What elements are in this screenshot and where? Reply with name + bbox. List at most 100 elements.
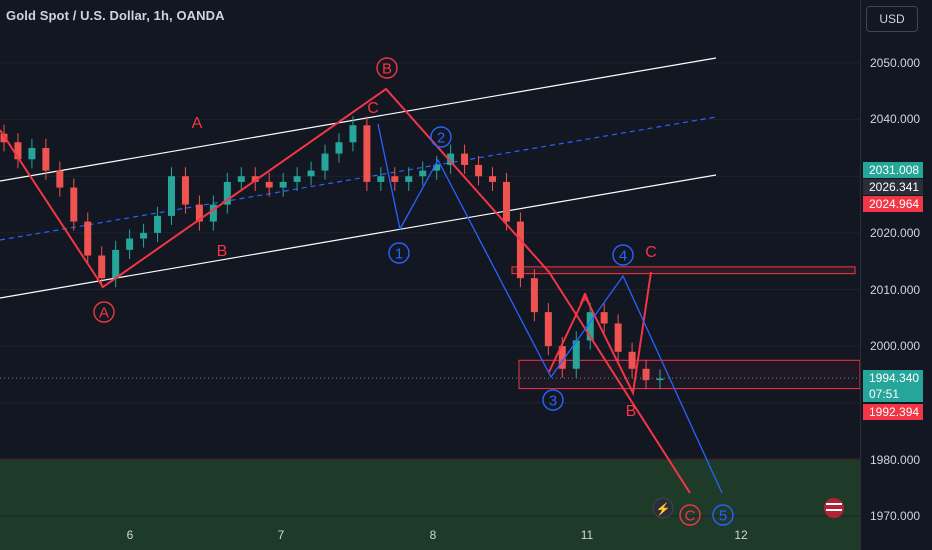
candle-body [586,312,594,341]
wave-a-label-circle [93,301,115,323]
price-axis-label: 2020.000 [870,226,920,240]
candle-body [42,147,50,171]
candle-body [433,164,441,171]
wave-3-label: 3 [549,393,557,410]
candle-body [126,238,134,250]
currency-button[interactable]: USD [866,6,918,32]
target-zone [0,459,860,550]
lightning-icon [652,497,674,519]
candle-body [154,215,162,233]
candle-body [544,312,552,347]
candle-body [223,181,231,205]
time-axis-label: 8 [430,528,437,542]
candle-body [614,323,622,352]
time-axis-label: 6 [127,528,134,542]
candle-body [167,176,175,216]
candle-body [321,153,329,171]
candle-body [98,255,106,279]
ask-price-badge: 2031.008 [863,162,923,178]
candle-body [14,142,22,160]
support-box [518,359,861,390]
candle-body [0,133,8,143]
candle-body [195,204,203,222]
wave-4-label-circle [612,244,634,266]
time-axis-label: 12 [734,528,748,542]
wave-c-label-circle [679,504,701,526]
candle-body [209,204,217,222]
label-b: B [217,243,228,260]
candle-body [628,351,636,369]
candle-body [140,232,148,239]
time-axis-label: 7 [278,528,285,542]
price-axis-separator [860,0,861,550]
price-axis-label: 2000.000 [870,339,920,353]
wave-3-label-circle [542,389,564,411]
candle-body [56,170,64,188]
us-flag-icon [824,498,844,518]
wave-1-label-circle [388,242,410,264]
us-flag-stripe [826,503,842,505]
candle-body [70,187,78,222]
price-axis-label: 2010.000 [870,283,920,297]
resistance-box [511,266,856,275]
candle-body [572,340,580,369]
candle-body [181,176,189,205]
candle-body [307,170,315,177]
bid-price-badge: 2024.964 [863,196,923,212]
red-wave-path [0,87,691,494]
wave-2-label: 2 [437,130,445,147]
last-price-badge: 1994.340 [863,370,923,386]
channel-lower-line [0,174,717,299]
label-b-right: B [626,403,637,420]
candle-body [530,278,538,313]
candle-body [265,181,273,188]
candle-body [279,181,287,188]
symbol-title: Gold Spot / U.S. Dollar, 1h, OANDA [6,8,225,23]
wave-5-label: 5 [719,508,727,525]
price-axis-label: 1970.000 [870,509,920,523]
candle-body [642,368,650,381]
candle-body [293,176,301,182]
candle-body [237,176,245,182]
channel-upper-line [0,57,717,182]
candle-body [447,153,455,165]
candle-body [419,170,427,177]
candle-body [600,312,608,324]
price-axis-label: 2050.000 [870,56,920,70]
wave-b-label: B [382,61,392,78]
label-c: C [367,100,379,117]
wave-5-label-circle [712,504,734,526]
candle-body [405,176,413,182]
label-a-right: A [580,291,591,308]
candle-body [558,346,566,369]
candle-body [28,147,36,160]
wave-4-label: 4 [619,248,627,265]
candle-body [656,378,664,381]
candle-body [112,249,120,279]
lightning-glyph: ⚡ [656,502,671,516]
blue-wave-path [377,123,723,494]
red-abc-path [548,271,652,397]
candle-body [335,142,343,154]
mid-price-badge: 2026.341 [863,179,923,195]
label-a: A [192,115,203,132]
us-flag-stripe [826,509,842,511]
candle-body [377,176,385,182]
wave-a-label: A [99,305,109,322]
time-axis-label: 11 [581,528,594,542]
candle-body [84,221,92,256]
countdown-badge: 07:51 [863,386,923,402]
label-c-right: C [645,244,657,261]
low-price-badge: 1992.394 [863,404,923,420]
candle-body [475,164,483,177]
candle-body [349,125,357,143]
candle-body [461,153,469,165]
wave-2-label-circle [430,126,452,148]
candle-body [516,221,524,279]
candle-body [502,181,510,222]
candle-body [489,176,497,182]
candle-body [391,176,399,182]
wave-c-label: C [685,508,696,525]
